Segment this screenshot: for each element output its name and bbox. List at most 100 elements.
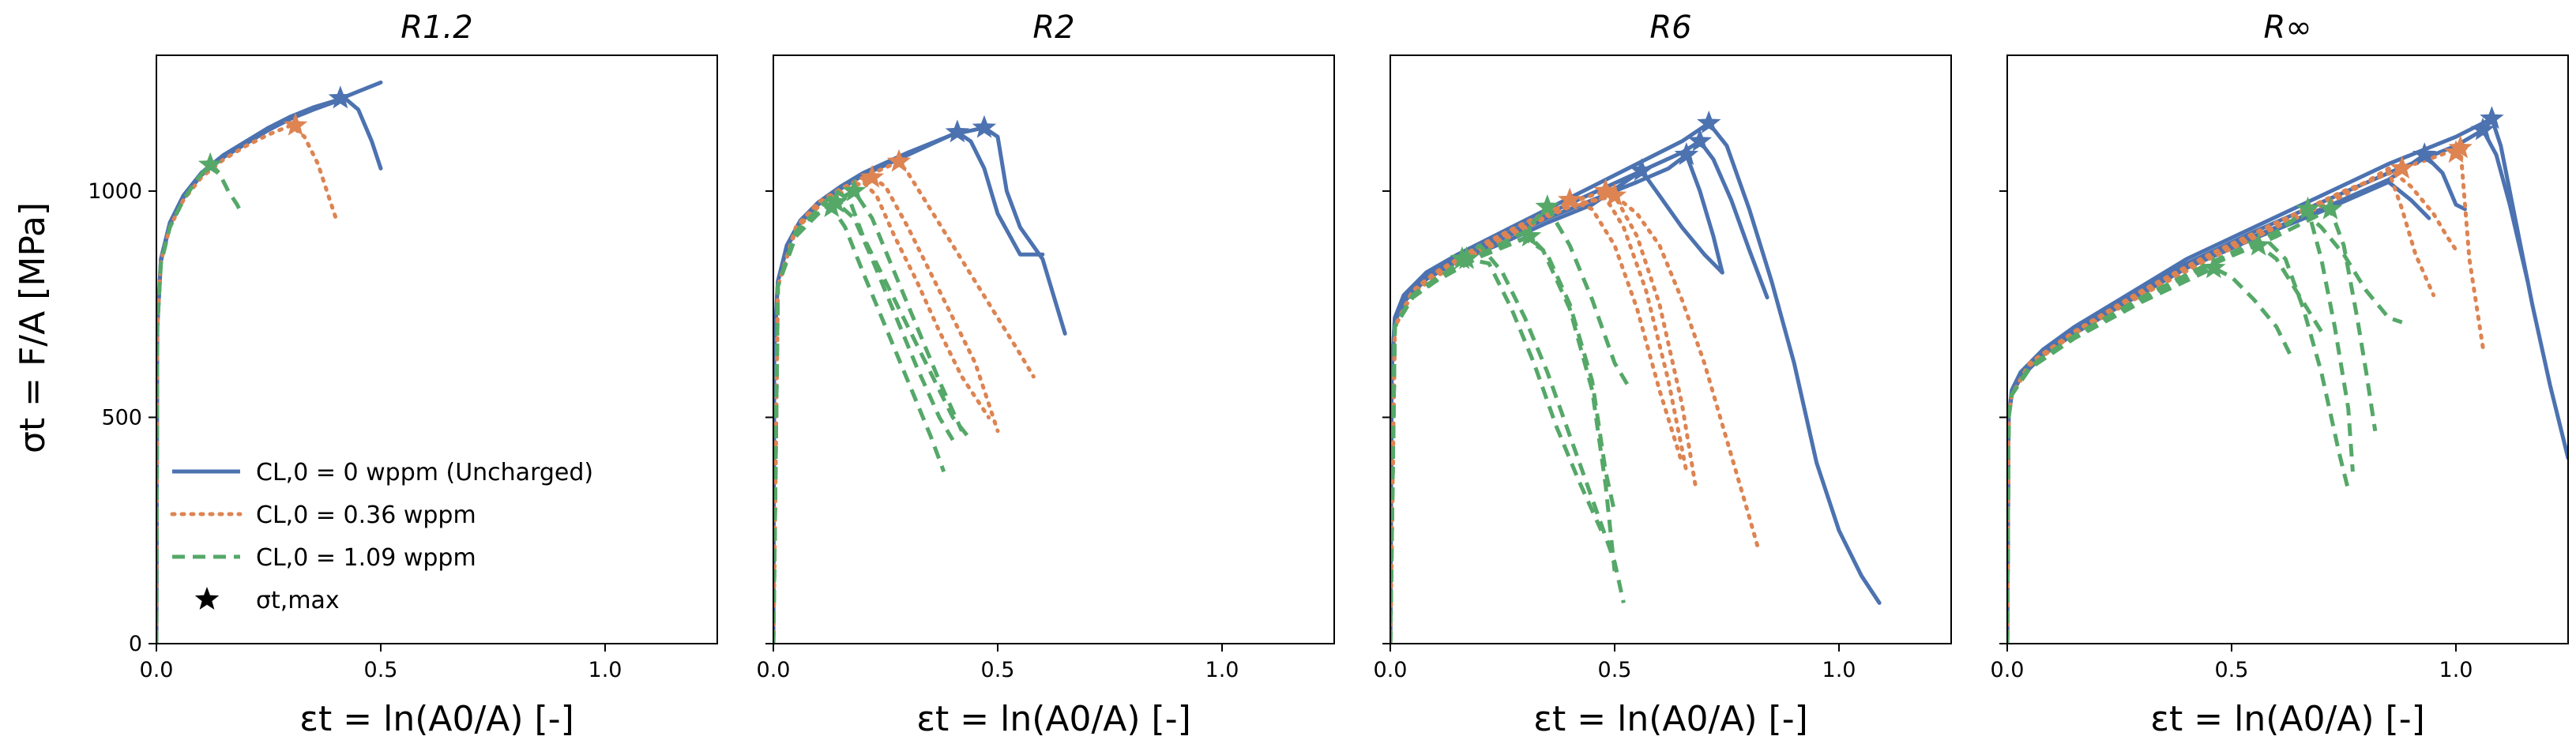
max-point-marker (1558, 187, 1582, 211)
series-line-uncharged (1390, 168, 1724, 644)
legend: CL,0 = 0 wppm (Uncharged) CL,0 = 0.36 wpp… (170, 459, 593, 614)
max-point-marker (1593, 178, 1618, 201)
series-line-c109 (1390, 257, 1604, 644)
series-line-c036 (773, 175, 1000, 644)
max-point-marker (972, 115, 997, 138)
series-group (1390, 111, 1882, 644)
legend-label: CL,0 = 0.36 wppm (256, 501, 476, 529)
plot-frame (2006, 54, 2569, 644)
panel-1: R1.2 εt = ln(A0/A) [-] 0.0 0.5 1.0 0 500 1000 (88, 9, 718, 739)
series-group (156, 80, 383, 644)
y-tick-label: 1000 (88, 179, 142, 204)
max-point-marker (1674, 142, 1699, 165)
series-line-c109 (1390, 236, 1617, 644)
series-line-uncharged (2007, 152, 2467, 644)
series-line-uncharged (1390, 121, 1882, 644)
legend-entry: σt,max (194, 587, 340, 614)
plot-frame (1390, 54, 1952, 644)
legend-entry: CL,0 = 1.09 wppm (172, 544, 476, 572)
series-line-c109 (773, 205, 946, 644)
series-line-uncharged (2007, 128, 2530, 644)
x-tick-label: 1.0 (1822, 658, 1856, 682)
panels: R1.2 εt = ln(A0/A) [-] 0.0 0.5 1.0 0 500 1000 R2… (88, 9, 2569, 739)
max-point-marker (1629, 158, 1654, 182)
x-tick-label: 0.0 (1374, 658, 1408, 682)
max-point-marker (2296, 196, 2320, 220)
x-tick-label: 0.5 (2215, 658, 2249, 682)
series-line-c109 (2007, 207, 2355, 644)
series-line-c036 (1390, 189, 1761, 644)
series-line-c109 (2007, 209, 2403, 644)
panel-title: R∞ (2263, 9, 2311, 46)
plot-frame (773, 54, 1335, 644)
panel-3: R6 εt = ln(A0/A) [-] 0.0 0.5 1.0 (1374, 9, 1952, 739)
series-line-c036 (2007, 146, 2485, 644)
series-line-c036 (156, 123, 338, 644)
x-tick-label: 0.5 (981, 658, 1015, 682)
series-group (2007, 106, 2568, 644)
legend-entry: CL,0 = 0 wppm (Uncharged) (172, 459, 593, 486)
max-point-marker (2202, 255, 2226, 279)
max-point-marker (2448, 135, 2473, 159)
max-point-marker (819, 194, 844, 217)
max-point-marker (824, 190, 848, 213)
max-point-marker (283, 112, 308, 136)
series-line-c109 (2007, 239, 2351, 644)
max-point-marker (2443, 140, 2469, 163)
series-line-c036 (773, 160, 1036, 644)
max-point-marker (2412, 142, 2437, 165)
legend-label: CL,0 = 0 wppm (Uncharged) (256, 459, 593, 486)
max-point-marker (1517, 223, 1542, 247)
series-line-c109 (2007, 243, 2323, 644)
y-tick-label: 500 (101, 405, 142, 430)
panel-title: R2 (1032, 9, 1074, 46)
x-tick-label: 0.0 (757, 658, 791, 682)
x-axis-label: εt = ln(A0/A) [-] (916, 699, 1191, 739)
series-line-c109 (773, 189, 964, 644)
max-point-marker (1454, 246, 1479, 269)
x-tick-label: 0.5 (1598, 658, 1632, 682)
panel-title: R1.2 (401, 9, 472, 46)
max-point-marker (1535, 194, 1559, 217)
x-tick-label: 0.0 (1991, 658, 2025, 682)
max-point-marker (2480, 106, 2504, 130)
series-line-c036 (1390, 196, 1689, 644)
plot-frame (156, 54, 718, 644)
series-line-c109 (773, 200, 955, 644)
series-line-c109 (1390, 243, 1626, 644)
max-point-marker (1687, 128, 1713, 152)
max-point-marker (2318, 196, 2343, 220)
x-tick-label: 1.0 (1205, 658, 1239, 682)
legend-label: σt,max (256, 587, 340, 614)
panel-title: R6 (1649, 9, 1691, 46)
max-point-marker (842, 178, 867, 201)
max-point-marker (328, 85, 353, 109)
max-point-marker (859, 164, 885, 188)
legend-label: CL,0 = 1.09 wppm (256, 544, 476, 572)
max-point-marker (886, 148, 912, 172)
y-axis-label: σt = F/A [MPa] (13, 202, 53, 453)
series-line-c036 (1390, 193, 1698, 644)
series-line-c036 (773, 180, 991, 644)
series-line-uncharged (1390, 139, 1769, 644)
x-axis-label: εt = ln(A0/A) [-] (299, 699, 574, 739)
max-point-marker (2470, 117, 2495, 141)
y-tick-label: 0 (129, 632, 142, 656)
series-line-c109 (773, 189, 972, 644)
max-point-marker (2246, 232, 2271, 256)
legend-star-marker (194, 587, 220, 610)
panel-4: R∞ εt = ln(A0/A) [-] 0.0 0.5 1.0 (1991, 9, 2569, 739)
x-tick-label: 0.0 (140, 658, 174, 682)
x-tick-label: 1.0 (589, 658, 622, 682)
series-line-c036 (1390, 197, 1684, 644)
series-group (773, 115, 1067, 644)
x-axis-label: εt = ln(A0/A) [-] (1533, 699, 1808, 739)
max-point-marker (1697, 111, 1721, 133)
max-point-marker (2390, 156, 2415, 179)
x-tick-label: 0.5 (364, 658, 398, 682)
legend-entry: CL,0 = 0.36 wppm (170, 501, 476, 529)
max-point-marker (197, 152, 223, 175)
max-point-marker (945, 119, 970, 143)
x-axis-label: εt = ln(A0/A) [-] (2150, 699, 2425, 739)
panel-2: R2 εt = ln(A0/A) [-] 0.0 0.5 1.0 (757, 9, 1335, 739)
